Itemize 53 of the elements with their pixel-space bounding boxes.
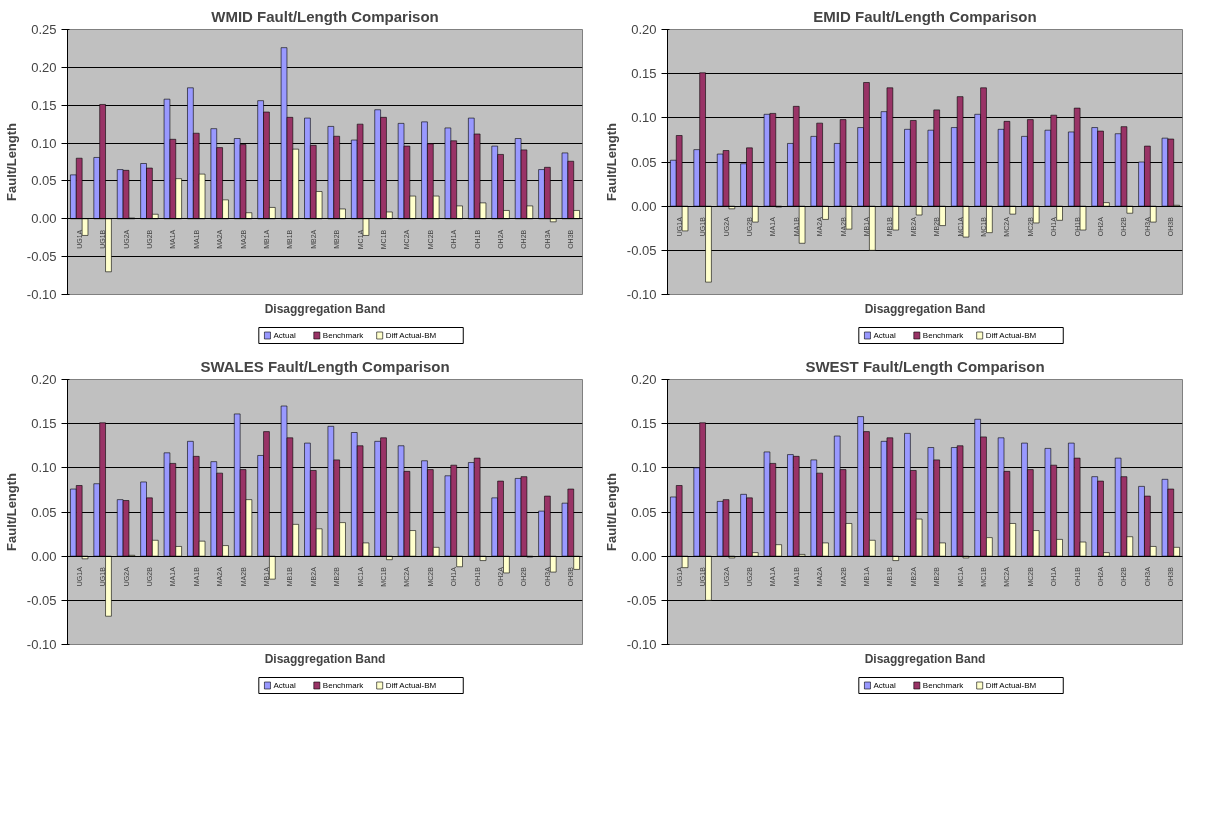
y-tick-label: 0.15 [31,416,57,432]
y-tick-label: 0.15 [31,97,57,113]
y-axis-title: Fault/Length [3,122,19,201]
legend-label: Diff Actual-BM [985,331,1037,340]
y-tick-label: 0.10 [31,460,57,476]
y-tick-label: -0.05 [26,249,57,265]
x-axis-title: Disaggregation Band [864,301,986,316]
y-axis-title: Fault/Length [603,472,619,551]
y-tick-label: -0.05 [626,242,657,258]
y-axis-title: Fault/Length [603,122,619,201]
y-tick-label: 0.15 [631,66,657,82]
y-tick-label: 0.20 [631,22,657,37]
chart-title: WMID Fault/Length Comparison [211,7,439,25]
y-tick-label: 0.10 [631,460,657,476]
y-tick-label: 0.20 [31,59,57,75]
y-tick-label: 0.10 [631,110,657,126]
chart-title: SWEST Fault/Length Comparison [805,357,1045,375]
y-tick-label: 0.10 [31,135,57,151]
y-tick-label: 0.05 [31,173,57,189]
chart-title: EMID Fault/Length Comparison [813,7,1037,25]
y-tick-label: 0.15 [631,416,657,432]
legend-label: Actual [273,681,296,690]
chart-title: SWALES Fault/Length Comparison [200,357,450,375]
x-axis-title: Disaggregation Band [264,651,386,666]
legend-label: Diff Actual-BM [985,681,1037,690]
legend-label: Benchmark [922,331,965,340]
y-tick-label: -0.10 [626,287,657,302]
y-tick-label: 0.00 [31,211,57,227]
y-tick-label: -0.10 [26,637,57,652]
y-tick-label: 0.00 [31,548,57,564]
x-axis-title: Disaggregation Band [264,301,386,316]
y-tick-label: 0.20 [31,372,57,387]
legend-label: Actual [873,681,896,690]
y-tick-label: -0.05 [626,592,657,608]
y-tick-label: 0.05 [31,504,57,520]
y-tick-label: 0.05 [631,154,657,170]
y-tick-label: 0.20 [631,372,657,387]
y-tick-label: 0.05 [631,504,657,520]
y-tick-label: 0.00 [631,198,657,214]
y-tick-label: 0.25 [31,22,57,37]
legend-label: Diff Actual-BM [385,681,437,690]
y-axis-title: Fault/Length [3,472,19,551]
legend-label: Actual [873,331,896,340]
legend-label: Benchmark [322,331,365,340]
x-axis-title: Disaggregation Band [864,651,986,666]
y-tick-label: -0.10 [26,287,57,302]
legend-label: Actual [273,331,296,340]
legend-label: Diff Actual-BM [385,331,437,340]
y-tick-label: -0.05 [26,592,57,608]
y-tick-label: -0.10 [626,637,657,652]
legend-label: Benchmark [922,681,965,690]
y-tick-label: 0.00 [631,548,657,564]
legend-label: Benchmark [322,681,365,690]
